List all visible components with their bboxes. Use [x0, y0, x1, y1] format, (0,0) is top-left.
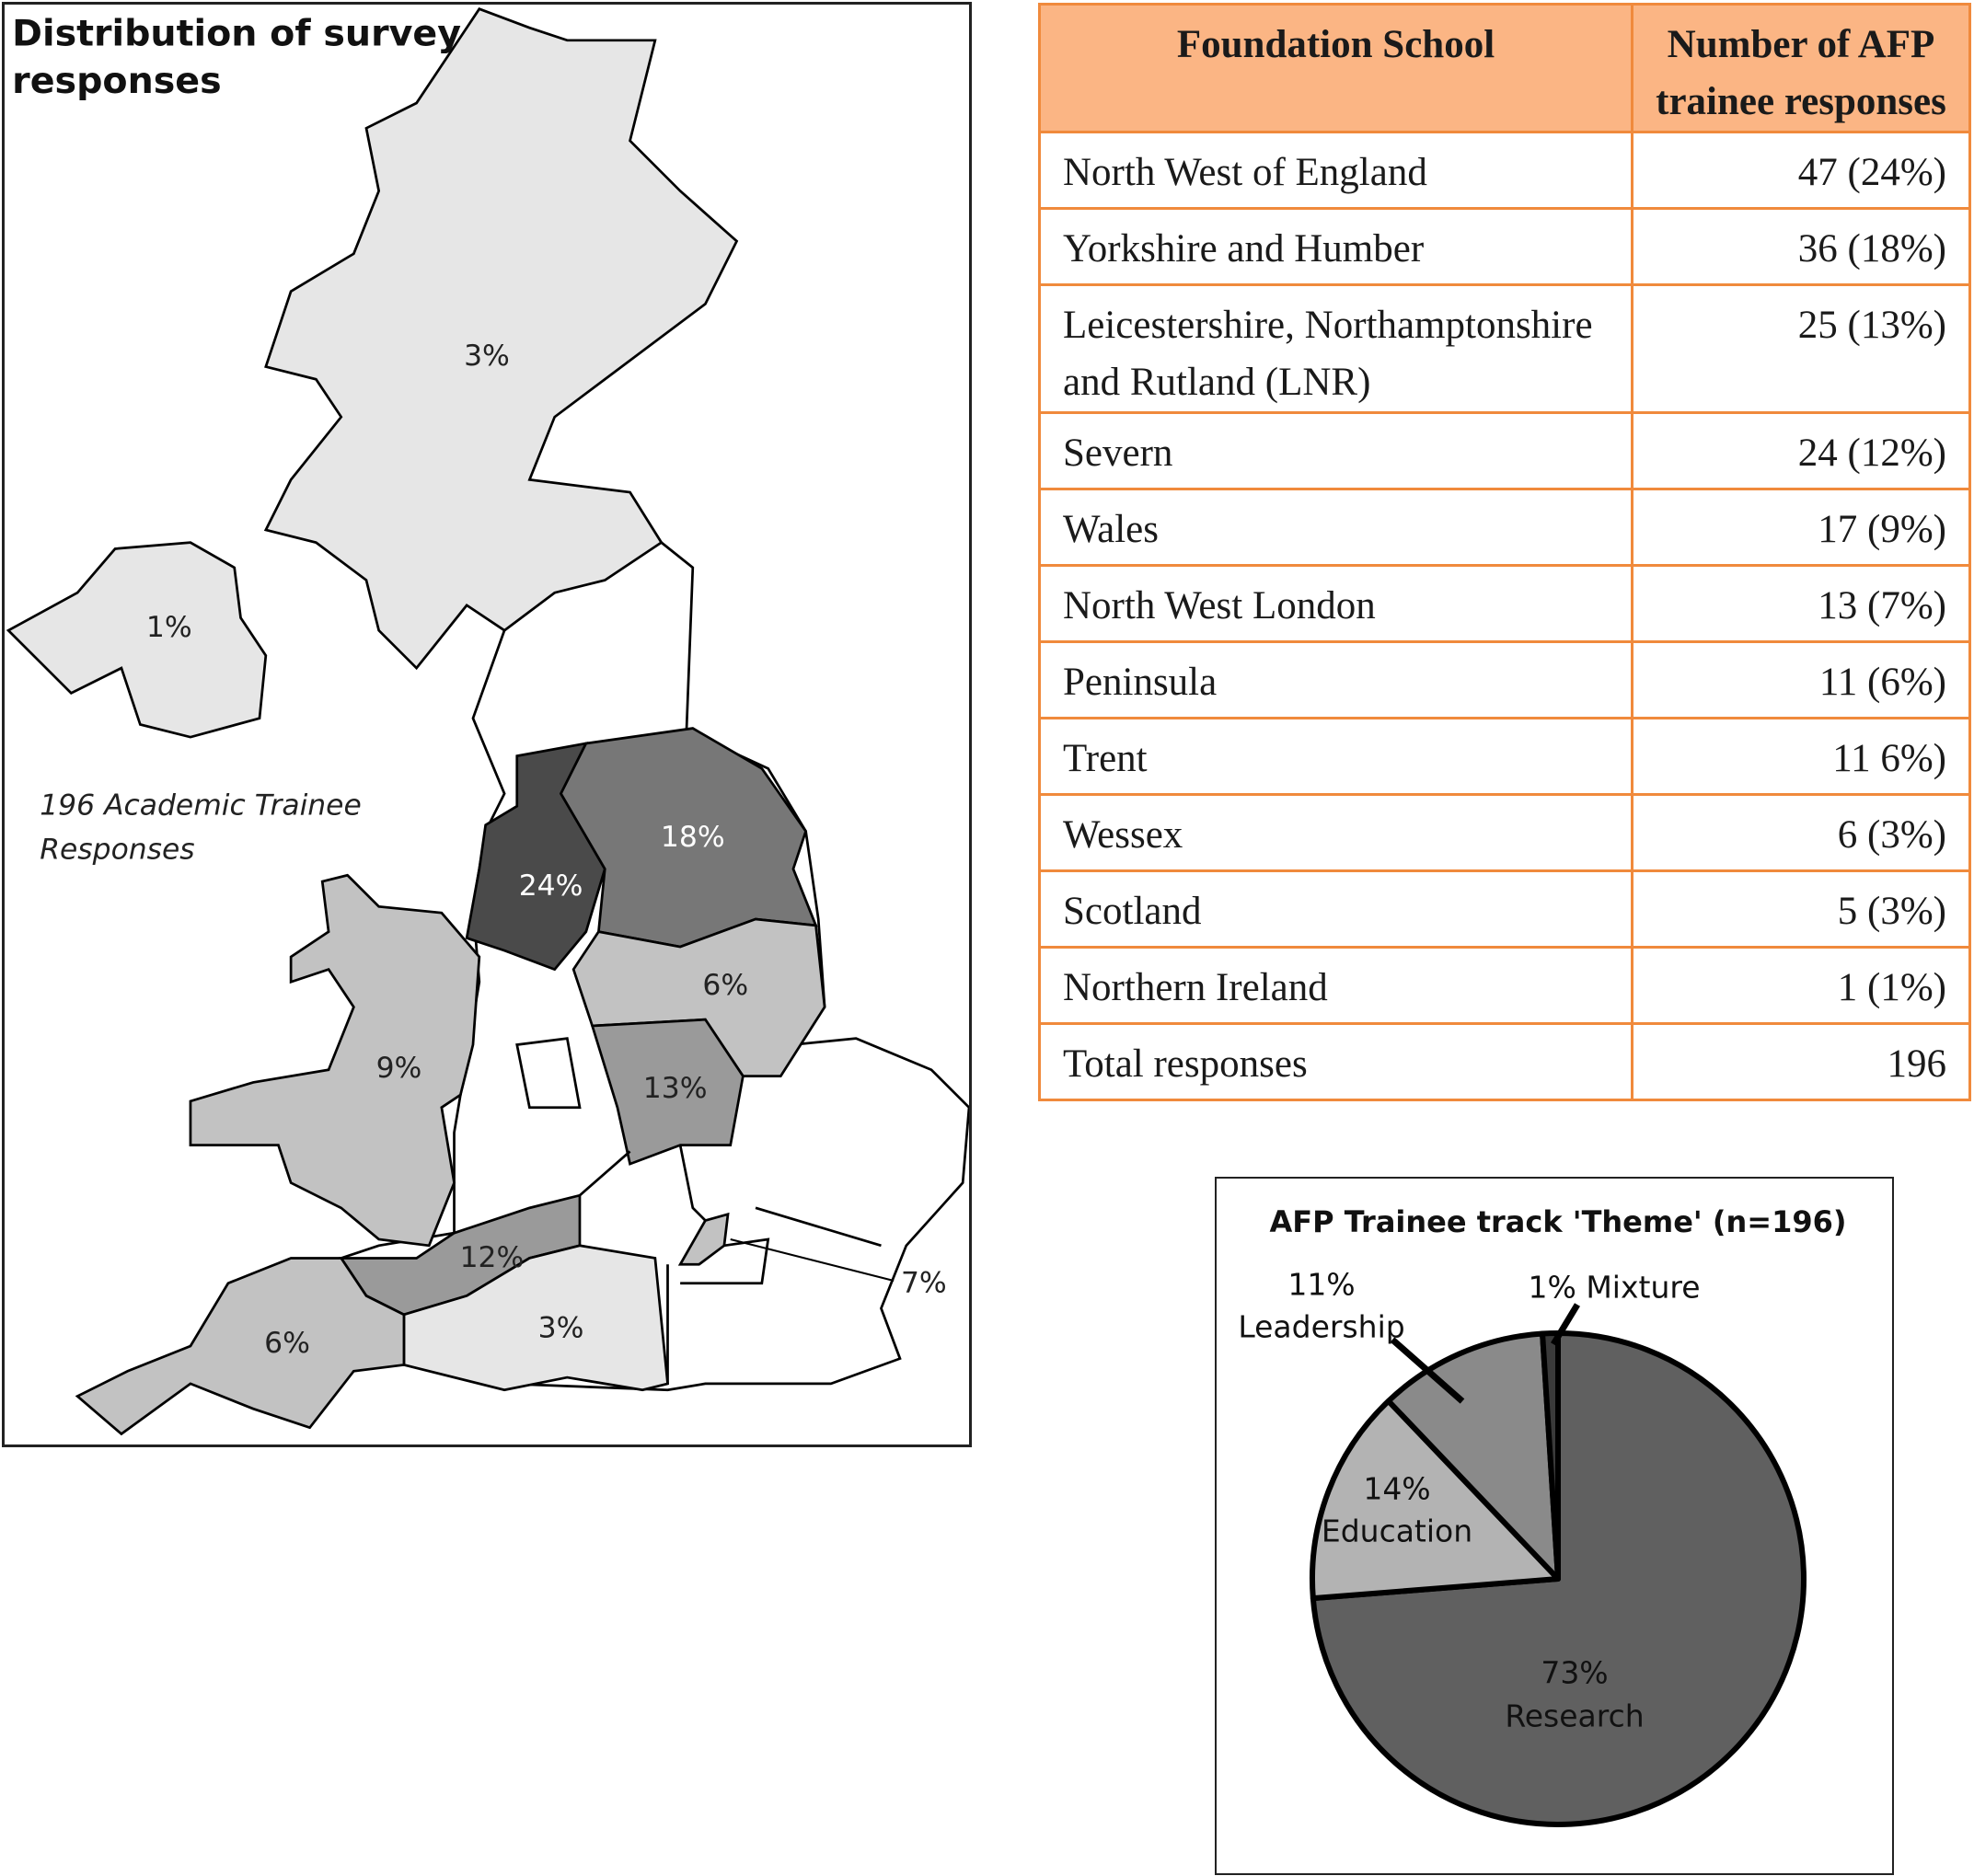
table-row: Wessex 6 (3%): [1038, 793, 1971, 872]
school-name-cell: North West of England: [1038, 131, 1633, 210]
mixture-label: 1% Mixture: [1528, 1269, 1701, 1306]
response-count-cell: 13 (7%): [1631, 564, 1971, 643]
label-yorkshire: 18%: [661, 821, 725, 854]
school-name-cell: Wessex: [1038, 793, 1633, 872]
table-row: Scotland 5 (3%): [1038, 869, 1971, 949]
uk-map: Distribution of survey responses 196 Aca…: [6, 7, 969, 1436]
school-name-cell: Peninsula: [1038, 640, 1633, 719]
label-wales: 9%: [376, 1052, 422, 1085]
education-name-label: Education: [1321, 1513, 1473, 1549]
school-name-cell: Yorkshire and Humber: [1038, 207, 1633, 286]
response-count-cell: 196: [1631, 1022, 1971, 1101]
response-count-cell: 24 (12%): [1631, 411, 1971, 490]
table-row: Peninsula 11 (6%): [1038, 640, 1971, 719]
label-northern-ireland: 1%: [146, 611, 192, 644]
response-count-cell: 5 (3%): [1631, 869, 1971, 949]
label-lnr: 13%: [643, 1072, 708, 1105]
pie-slice-education: [1310, 1398, 1561, 1602]
label-severn: 12%: [460, 1241, 525, 1274]
table-row: Leicestershire, Northamptonshire and Rut…: [1038, 283, 1971, 414]
map-region-scotland: [263, 7, 739, 671]
label-wessex: 3%: [538, 1311, 584, 1344]
table-row: North West of England 47 (24%): [1038, 131, 1971, 210]
school-name-cell: Total responses: [1038, 1022, 1633, 1101]
school-name-cell: North West London: [1038, 564, 1633, 643]
pie-title: AFP Trainee track 'Theme' (n=196): [1269, 1204, 1847, 1239]
mixture-leader-line: [1551, 1303, 1580, 1346]
label-north-west-london: 7%: [901, 1266, 947, 1299]
map-region-northern-ireland: [6, 541, 268, 739]
uk-map-panel: Distribution of survey responses 196 Aca…: [2, 2, 972, 1447]
table-row: Yorkshire and Humber 36 (18%): [1038, 207, 1971, 286]
map-note-line1: 196 Academic Trainee: [40, 789, 362, 823]
response-count-cell: 1 (1%): [1631, 946, 1971, 1025]
map-title-line2: responses: [12, 60, 221, 102]
research-value-label: 73%: [1541, 1654, 1609, 1691]
table-row: Northern Ireland 1 (1%): [1038, 946, 1971, 1025]
table-row: North West London 13 (7%): [1038, 564, 1971, 643]
table-row: Total responses 196: [1038, 1022, 1971, 1101]
response-count-cell: 17 (9%): [1631, 488, 1971, 567]
education-value-label: 14%: [1363, 1470, 1431, 1507]
response-count-cell: 11 (6%): [1631, 640, 1971, 719]
response-count-cell: 47 (24%): [1631, 131, 1971, 210]
label-trent: 6%: [702, 969, 748, 1002]
school-name-cell: Severn: [1038, 411, 1633, 490]
research-name-label: Research: [1505, 1698, 1645, 1734]
table-header-row: Foundation School Number of AFP trainee …: [1038, 3, 1971, 133]
map-region-lnr: [590, 1018, 745, 1166]
school-name-cell: Wales: [1038, 488, 1633, 567]
table-row: Severn 24 (12%): [1038, 411, 1971, 490]
pie-svg: [1310, 1303, 1807, 1827]
map-title-line1: Distribution of survey: [12, 12, 461, 54]
label-scotland: 3%: [464, 340, 510, 373]
leadership-value-label: 11%: [1287, 1266, 1356, 1303]
table-row: Wales 17 (9%): [1038, 488, 1971, 567]
map-region-peninsula: [75, 1257, 406, 1436]
school-name-cell: Leicestershire, Northamptonshire and Rut…: [1038, 283, 1633, 414]
response-count-cell: 11 6%): [1631, 717, 1971, 796]
response-count-cell: 36 (18%): [1631, 207, 1971, 286]
label-peninsula: 6%: [264, 1327, 310, 1360]
response-count-cell: 25 (13%): [1631, 283, 1971, 414]
pie-slice-leadership: [1385, 1330, 1561, 1582]
header-foundation-school: Foundation School: [1038, 3, 1633, 133]
school-name-cell: Northern Ireland: [1038, 946, 1633, 1025]
leadership-leader-line: [1390, 1337, 1465, 1404]
school-name-cell: Scotland: [1038, 869, 1633, 949]
map-region-wales: [189, 873, 481, 1248]
response-count-cell: 6 (3%): [1631, 793, 1971, 872]
map-leader-line-7: [730, 1237, 895, 1283]
school-name-cell: Trent: [1038, 717, 1633, 796]
leadership-name-label: Leadership: [1238, 1308, 1405, 1345]
table-body: North West of England 47 (24%) Yorkshire a…: [1038, 131, 1971, 1101]
label-north-west: 24%: [519, 869, 583, 903]
map-london-boundaries: [515, 1037, 882, 1384]
map-region-north-west-london: [677, 1212, 730, 1266]
foundation-school-table: Foundation School Number of AFP trainee …: [1038, 3, 1971, 1101]
table-row: Trent 11 6%): [1038, 717, 1971, 796]
header-response-count: Number of AFP trainee responses: [1631, 3, 1971, 133]
map-note-line2: Responses: [40, 834, 194, 867]
theme-pie-chart: AFP Trainee track 'Theme' (n=196) 11% Le…: [1215, 1177, 1894, 1875]
map-region-yorkshire: [559, 727, 818, 949]
